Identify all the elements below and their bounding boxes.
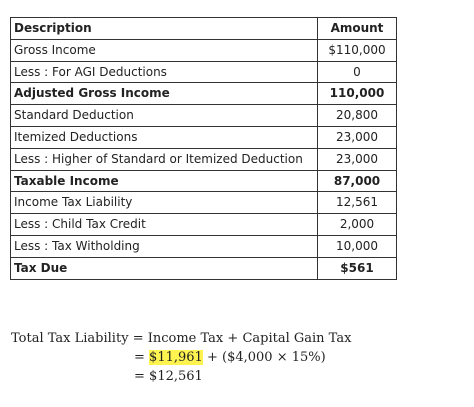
row-amount: $110,000 <box>317 38 397 62</box>
table-row: Less : Tax Witholding 10,000 <box>10 234 397 258</box>
formula-lhs-label: Total Tax Liability <box>11 331 129 346</box>
row-amount: 23,000 <box>317 147 397 171</box>
row-amount: 110,000 <box>317 82 397 106</box>
table-row: Less : Higher of Standard or Itemized De… <box>10 147 397 171</box>
column-header-amount: Amount <box>317 17 397 40</box>
formula-line-2: = $11,961 + ($4,000 × 15%) <box>11 348 351 367</box>
row-amount: 12,561 <box>317 191 397 215</box>
tax-liability-formula: Total Tax Liability = Income Tax + Capit… <box>11 329 351 386</box>
row-amount: 87,000 <box>317 169 397 193</box>
total-tax-liability-value: $12,561 <box>149 369 203 384</box>
row-description: Adjusted Gross Income <box>10 82 318 106</box>
plus-sign: + <box>206 350 218 365</box>
row-amount: 0 <box>317 60 397 84</box>
row-description: Less : Higher of Standard or Itemized De… <box>10 147 318 171</box>
capital-gain-calculation: ($4,000 × 15%) <box>222 350 326 365</box>
row-description: Gross Income <box>10 38 318 62</box>
equals-sign: = <box>134 350 145 365</box>
table-row: Taxable Income 87,000 <box>10 169 397 193</box>
equals-sign: = <box>132 331 144 346</box>
formula-capital-gain-tax: Capital Gain Tax <box>242 331 352 346</box>
row-description: Taxable Income <box>10 169 318 193</box>
row-description: Income Tax Liability <box>10 191 318 215</box>
row-description: Less : Tax Witholding <box>10 234 318 258</box>
row-amount: 23,000 <box>317 125 397 149</box>
plus-sign: + <box>227 331 239 346</box>
row-description: Standard Deduction <box>10 104 318 127</box>
table-row: Income Tax Liability 12,561 <box>10 191 397 215</box>
row-amount: $561 <box>317 256 397 280</box>
tax-computation-table: Description Amount Gross Income $110,000… <box>10 17 397 280</box>
table-header-row: Description Amount <box>10 17 397 40</box>
table-body: Gross Income $110,000 Less : For AGI Ded… <box>10 38 397 280</box>
row-amount: 10,000 <box>317 234 397 258</box>
row-amount: 20,800 <box>317 104 397 127</box>
column-header-description: Description <box>10 17 318 40</box>
formula-income-tax: Income Tax <box>147 331 224 346</box>
table-row: Adjusted Gross Income 110,000 <box>10 82 397 106</box>
table-row: Tax Due $561 <box>10 256 397 280</box>
table-row: Less : For AGI Deductions 0 <box>10 60 397 84</box>
row-description: Tax Due <box>10 256 318 280</box>
table-row: Standard Deduction 20,800 <box>10 104 397 127</box>
row-amount: 2,000 <box>317 213 397 236</box>
row-description: Less : Child Tax Credit <box>10 213 318 236</box>
table-row: Itemized Deductions 23,000 <box>10 125 397 149</box>
equals-sign: = <box>134 369 145 384</box>
table-row: Less : Child Tax Credit 2,000 <box>10 213 397 236</box>
highlighted-income-tax-value: $11,961 <box>149 350 203 365</box>
formula-line-1: Total Tax Liability = Income Tax + Capit… <box>11 329 351 348</box>
row-description: Itemized Deductions <box>10 125 318 149</box>
formula-line-3: = $12,561 <box>11 367 351 386</box>
row-description: Less : For AGI Deductions <box>10 60 318 84</box>
table-row: Gross Income $110,000 <box>10 38 397 62</box>
